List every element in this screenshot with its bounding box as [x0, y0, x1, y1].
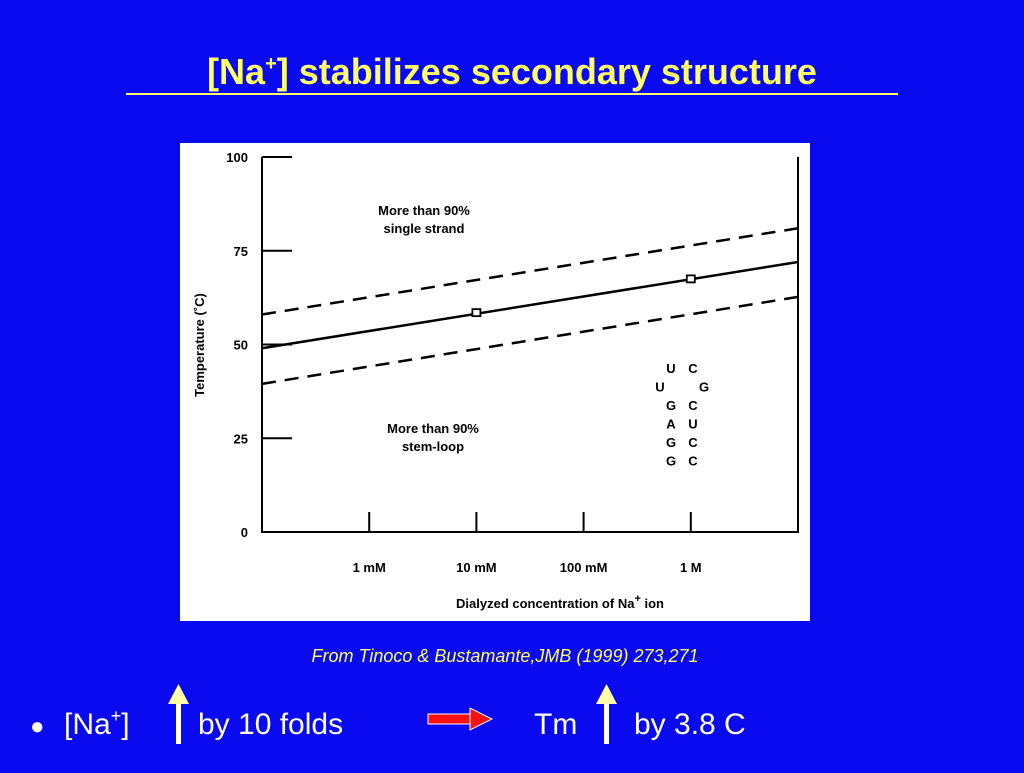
x-label-part: + — [634, 593, 640, 605]
region-label: stem-loop — [402, 439, 464, 454]
title-sup: + — [265, 53, 277, 75]
hairpin-base: U — [688, 417, 697, 432]
y-tick-label: 0 — [241, 525, 248, 540]
region-label: single strand — [384, 221, 465, 236]
hairpin-base: G — [666, 398, 676, 413]
y-tick-label: 75 — [234, 244, 248, 259]
bullet-tm-change: by 3.8 C — [634, 708, 746, 741]
up-arrow — [168, 684, 189, 744]
x-label-part: Dialyzed concentration of Na — [456, 596, 635, 611]
ion-part: [Na — [64, 708, 111, 741]
right-arrow — [427, 707, 494, 731]
chart-panel — [180, 143, 810, 621]
bullet: ● [Na+] by 10 folds Tm by 3.8 C — [30, 706, 746, 741]
y-tick-label: 100 — [226, 150, 248, 165]
tm-line — [261, 260, 799, 350]
hairpin-base: A — [666, 417, 676, 432]
bullet-marker: ● — [30, 713, 45, 740]
hairpin-base: C — [688, 435, 698, 450]
tm-marker — [471, 308, 482, 318]
title-part: [Na — [207, 51, 266, 92]
title-part: ] stabilizes secondary structure — [277, 51, 817, 92]
hairpin-base: C — [688, 398, 698, 413]
hairpin-base: G — [699, 380, 709, 395]
hairpin-base: U — [666, 361, 675, 376]
hairpin-base: C — [688, 454, 698, 469]
ion-sup: + — [111, 706, 122, 726]
chart: 0 25 50 75 100 1 mM 10 mM 100 mM 1 M Dialyzed con… — [192, 150, 799, 611]
ion-part: ] — [121, 708, 129, 741]
bullet-ion: [Na+] — [64, 706, 130, 741]
region-label: More than 90% — [378, 203, 470, 218]
slide-title: [Na+] stabilizes secondary structure — [207, 51, 817, 92]
tm-marker — [685, 274, 696, 284]
x-tick-label: 1 M — [680, 560, 702, 575]
x-axis-label: Dialyzed concentration of Na+ ion — [456, 593, 664, 611]
x-label-part: ion — [641, 596, 664, 611]
x-tick-label: 1 mM — [353, 560, 386, 575]
y-tick-label: 25 — [234, 431, 248, 446]
y-axis-label: Temperature (˚C) — [192, 293, 207, 397]
y-tick-label: 50 — [234, 338, 248, 353]
x-tick-label: 10 mM — [456, 560, 496, 575]
x-tick-label: 100 mM — [560, 560, 608, 575]
hairpin-base: G — [666, 435, 676, 450]
hairpin-base: U — [655, 380, 664, 395]
up-arrow — [596, 684, 617, 744]
hairpin-base: C — [688, 361, 698, 376]
region-label: More than 90% — [387, 421, 479, 436]
hairpin-base: G — [666, 454, 676, 469]
citation: From Tinoco & Bustamante,JMB (1999) 273,… — [311, 646, 698, 666]
bullet-change: by 10 folds — [198, 708, 343, 741]
bullet-tm: Tm — [534, 708, 577, 741]
